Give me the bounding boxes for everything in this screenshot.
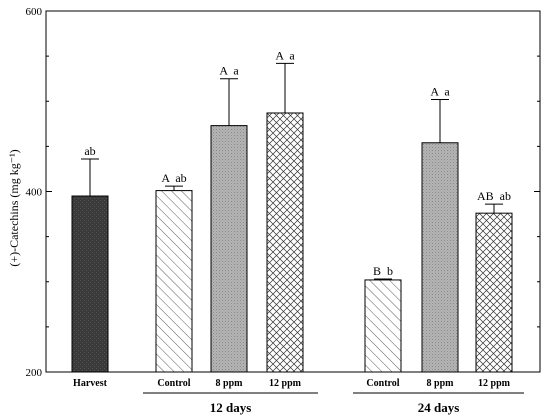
- significance-letters: A a: [275, 48, 295, 62]
- bar-8-ppm: [210, 125, 248, 373]
- x-tick-label: 12 ppm: [269, 378, 302, 389]
- bar-12-ppm: [475, 212, 513, 373]
- group-label: 24 days: [418, 400, 460, 415]
- significance-letters: B b: [373, 264, 393, 278]
- group-label: 12 days: [210, 400, 252, 415]
- bars: [71, 62, 513, 373]
- bar-8-ppm: [421, 142, 459, 373]
- labels: ab Harvest A ab Control A a 8 ppm A a 12 ppm 12 …: [73, 48, 524, 415]
- bar-12-ppm: [266, 112, 304, 373]
- x-tick-label: Harvest: [73, 378, 108, 389]
- x-tick-label: 8 ppm: [427, 378, 455, 389]
- significance-letters: AB ab: [477, 189, 511, 203]
- bar-control: [155, 190, 193, 373]
- significance-letters: A ab: [161, 171, 186, 185]
- bar-control: [364, 279, 402, 373]
- y-tick-label: 600: [26, 6, 43, 18]
- significance-letters: ab: [84, 144, 95, 158]
- significance-letters: A a: [219, 64, 239, 78]
- x-tick-label: 8 ppm: [216, 378, 244, 389]
- significance-letters: A a: [430, 84, 450, 98]
- y-tick-label: 400: [26, 187, 43, 199]
- x-tick-label: 12 ppm: [478, 378, 511, 389]
- y-axis-label: (+)-Catechins (mg kg⁻¹): [7, 149, 21, 266]
- x-tick-label: Control: [366, 378, 399, 389]
- bar-harvest: [71, 195, 109, 373]
- x-tick-label: Control: [157, 378, 190, 389]
- y-tick-label: 200: [26, 367, 43, 379]
